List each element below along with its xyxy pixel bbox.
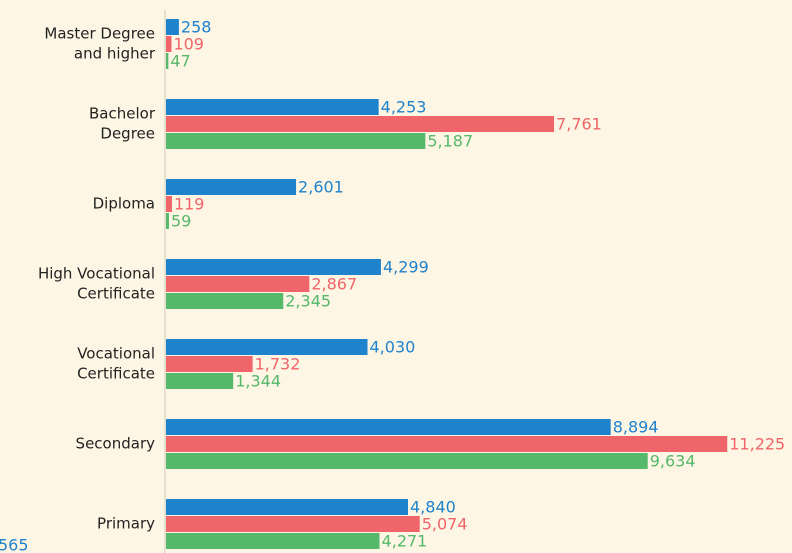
value-label: 5,187: [427, 132, 473, 151]
value-label: 109: [173, 35, 204, 54]
bar: [166, 356, 253, 372]
category-label: Secondary: [76, 435, 156, 453]
value-label: 4,299: [383, 258, 429, 277]
bar: [166, 133, 426, 149]
value-label: 8,894: [613, 418, 659, 437]
value-label: 119: [174, 195, 205, 214]
category-label: High Vocational: [38, 265, 155, 283]
value-label: 9,634: [650, 452, 696, 471]
value-label: 1,344: [235, 372, 281, 391]
value-label: 59: [171, 212, 191, 231]
bar: [166, 533, 380, 549]
value-label: 2,345: [285, 292, 331, 311]
bar: [166, 339, 368, 355]
bar: [166, 419, 611, 435]
bar: [166, 196, 172, 212]
value-label: 5,074: [422, 515, 468, 534]
category-label: Degree: [100, 125, 155, 143]
value-label: 7,761: [556, 115, 602, 134]
bar: [166, 436, 728, 452]
category-label: Primary: [97, 515, 155, 533]
bar: [166, 499, 408, 515]
value-label: 47: [170, 52, 190, 71]
annotation: 565: [0, 536, 29, 553]
bar: [166, 259, 381, 275]
bar: [166, 276, 310, 292]
value-label: 2,601: [298, 178, 344, 197]
category-label: and higher: [74, 45, 156, 63]
bar: [166, 116, 555, 132]
bar: [166, 213, 169, 229]
value-label: 4,030: [370, 338, 416, 357]
value-label: 4,840: [410, 498, 456, 517]
value-label: 1,732: [255, 355, 301, 374]
bar: [166, 53, 169, 69]
category-label: Vocational: [77, 345, 155, 363]
bar: [166, 179, 297, 195]
value-label: 4,253: [381, 98, 427, 117]
bar: [166, 373, 234, 389]
bar: [166, 19, 179, 35]
value-label: 4,271: [382, 532, 428, 551]
category-label: Master Degree: [44, 25, 155, 43]
value-label: 2,867: [311, 275, 357, 294]
bar: [166, 99, 379, 115]
category-label: Bachelor: [89, 105, 156, 123]
value-label: 258: [181, 18, 212, 37]
bar: [166, 453, 648, 469]
bar: [166, 516, 420, 532]
value-label: 11,225: [729, 435, 785, 454]
category-label: Diploma: [93, 195, 155, 213]
bar: [166, 293, 284, 309]
category-label: Certificate: [77, 285, 155, 303]
category-label: Certificate: [77, 365, 155, 383]
bar: [166, 36, 172, 52]
